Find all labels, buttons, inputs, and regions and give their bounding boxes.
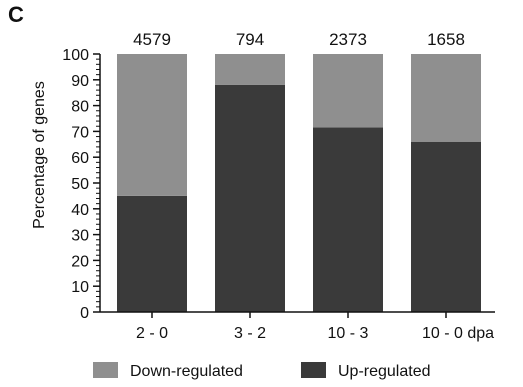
y-tick-label: 30 xyxy=(71,228,89,245)
total-count-1: 4579 xyxy=(133,30,171,49)
y-tick-label: 50 xyxy=(71,176,89,193)
bar-down-4 xyxy=(411,54,481,142)
y-tick-label: 100 xyxy=(62,47,89,64)
x-tick-label-1: 2 - 0 xyxy=(136,325,168,342)
bar-up-3 xyxy=(313,127,383,312)
x-axis: 2 - 0 3 - 2 10 - 3 10 - 0 dpa xyxy=(100,311,495,342)
y-tick-label: 10 xyxy=(71,279,89,296)
bar-down-1 xyxy=(117,54,187,196)
total-count-3: 2373 xyxy=(329,30,367,49)
y-tick-label: 40 xyxy=(71,202,89,219)
legend-label-up: Up-regulated xyxy=(338,363,431,380)
bar-up-1 xyxy=(117,195,187,312)
y-tick-label: 70 xyxy=(71,124,89,141)
bar-up-4 xyxy=(411,141,481,312)
y-tick-label: 60 xyxy=(71,150,89,167)
legend-label-down: Down-regulated xyxy=(130,363,243,380)
bar-down-3 xyxy=(313,54,383,128)
total-counts: 4579 794 2373 1658 xyxy=(133,30,465,49)
legend-swatch-up xyxy=(301,362,326,378)
y-axis-label: Percentage of genes xyxy=(31,81,48,229)
total-count-4: 1658 xyxy=(427,30,465,49)
bar-down-2 xyxy=(215,54,285,85)
legend: Down-regulated Up-regulated xyxy=(93,362,431,380)
y-tick-label: 80 xyxy=(71,99,89,116)
y-tick-label: 90 xyxy=(71,73,89,90)
total-count-2: 794 xyxy=(236,30,264,49)
y-axis: 0 10 20 30 40 50 60 70 80 90 100 xyxy=(62,47,101,322)
x-tick-label-2: 3 - 2 xyxy=(234,325,266,342)
x-tick-label-3: 10 - 3 xyxy=(328,325,369,342)
bar-up-2 xyxy=(215,84,285,313)
y-tick-label: 0 xyxy=(80,305,89,322)
legend-swatch-down xyxy=(93,362,118,378)
panel-label: C xyxy=(8,2,24,27)
y-tick-label: 20 xyxy=(71,253,89,270)
x-tick-label-4: 10 - 0 dpa xyxy=(422,325,494,342)
bars-group xyxy=(117,54,481,313)
